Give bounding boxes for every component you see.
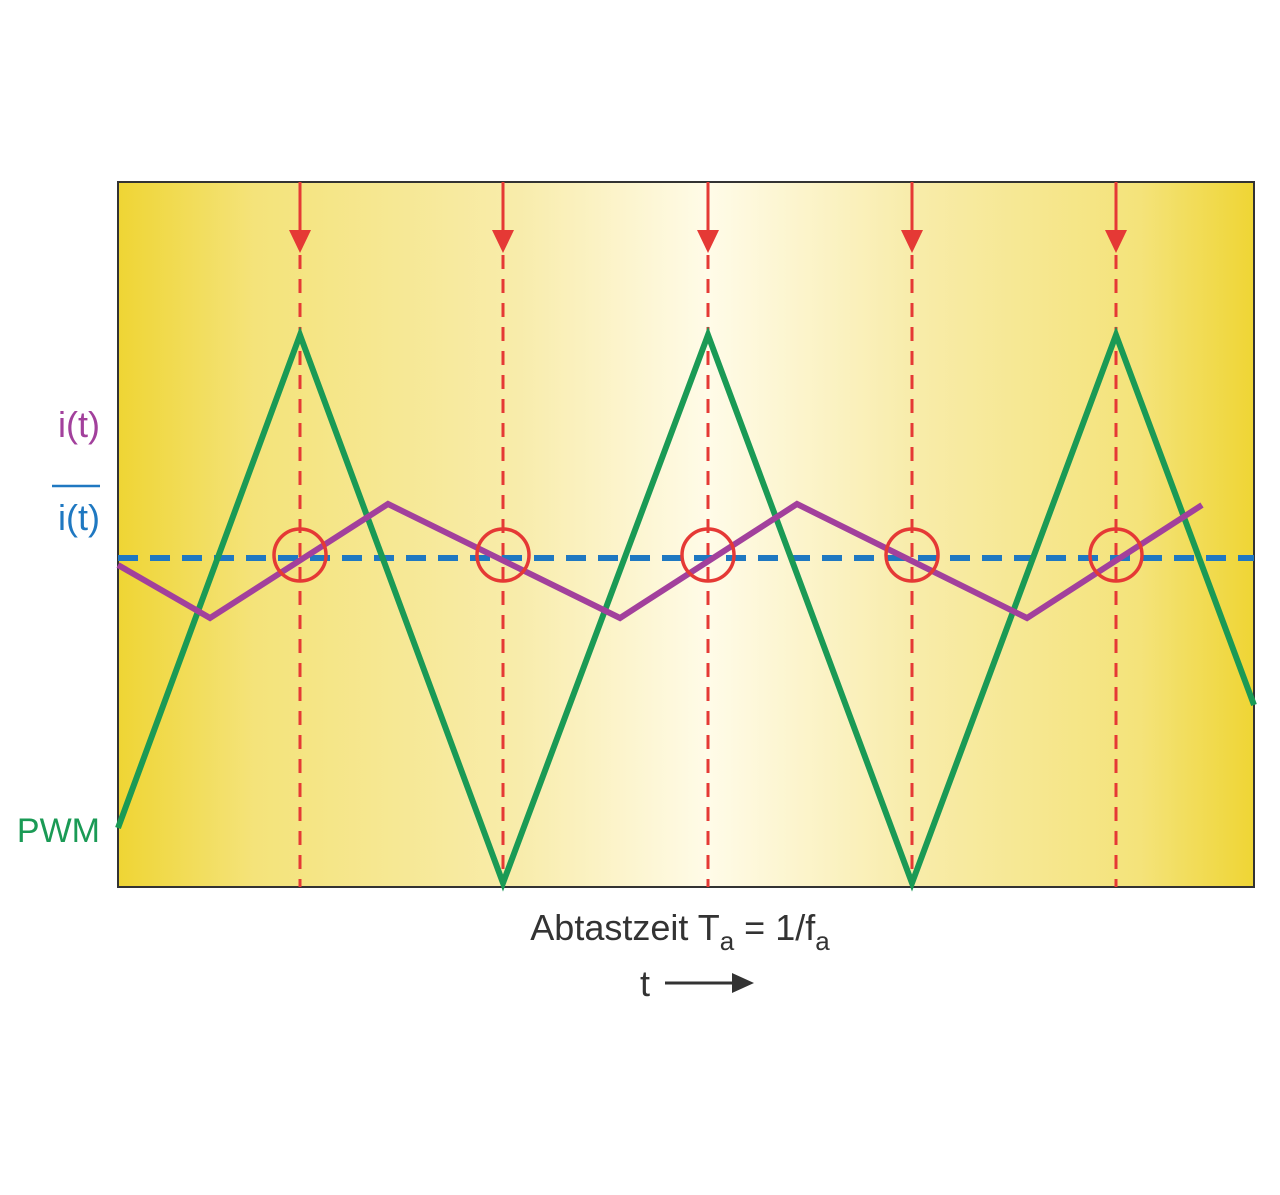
caption-sub: a xyxy=(720,926,735,956)
time-label: t xyxy=(640,963,650,1004)
current-label: i(t) xyxy=(58,404,100,445)
caption-equals: = 1/f xyxy=(734,907,816,948)
plot-area xyxy=(117,181,1255,888)
current-line xyxy=(116,500,1204,622)
sample-circles xyxy=(272,527,1144,583)
sample-arrows xyxy=(289,230,1127,253)
caption-text: Abtastzeit T xyxy=(530,907,719,948)
sample-lines xyxy=(298,182,1118,887)
mean-current-label: i(t) xyxy=(58,497,100,538)
time-arrow-head xyxy=(732,973,754,993)
caption: Abtastzeit Ta = 1/fa xyxy=(530,907,830,956)
pwm-label: PWM xyxy=(17,812,100,850)
caption-sub: a xyxy=(815,926,830,956)
pwm-line xyxy=(115,326,1257,892)
